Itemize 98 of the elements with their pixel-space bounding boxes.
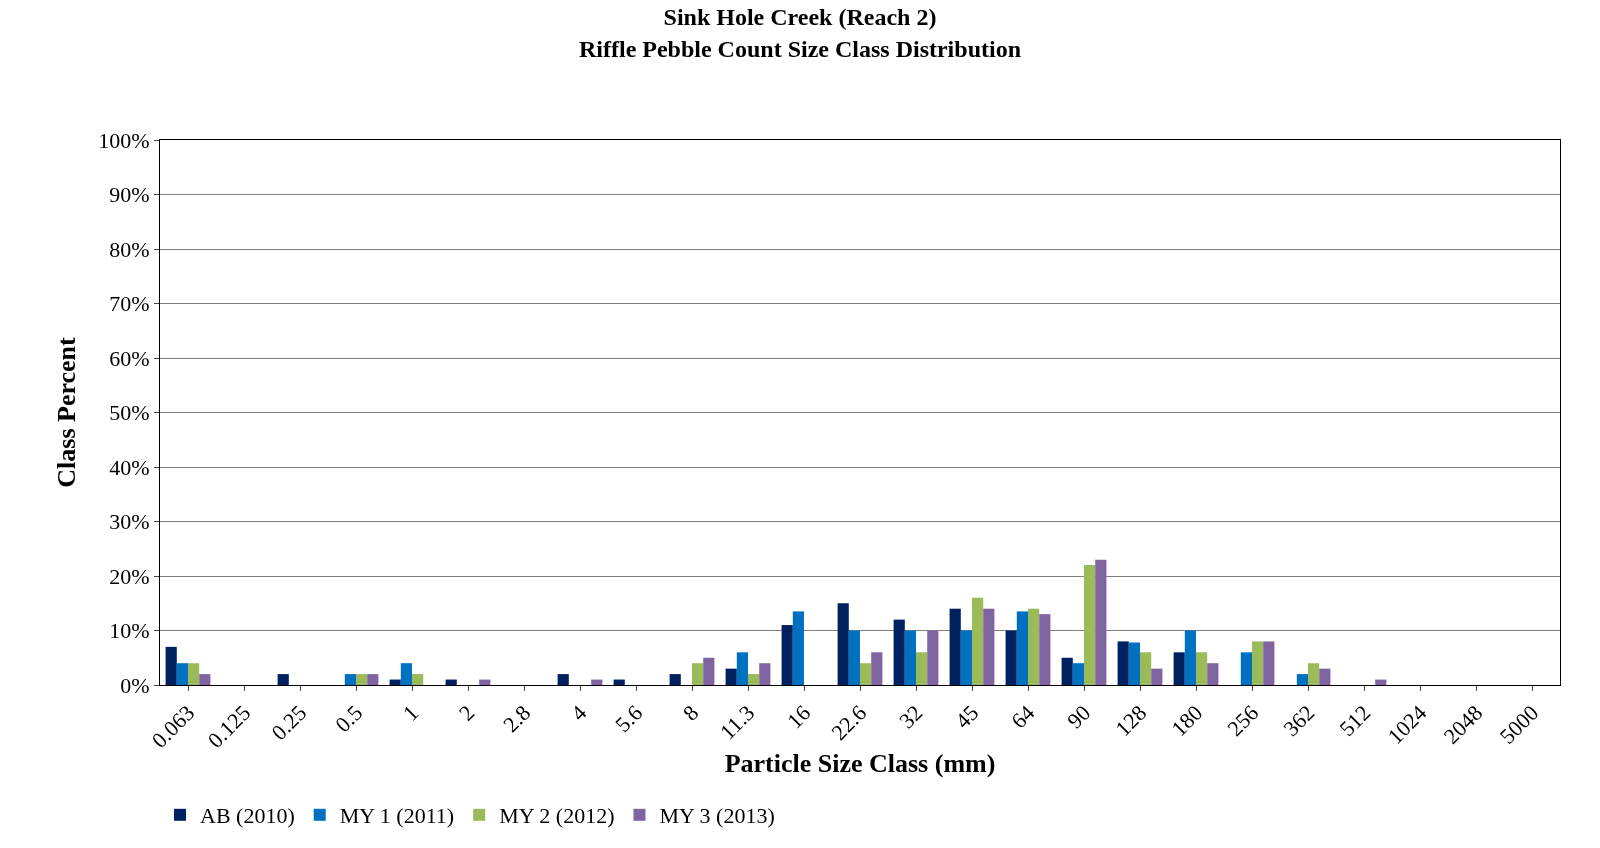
y-tick-label: 10% — [109, 618, 150, 644]
bar — [916, 652, 928, 685]
x-tick-label: 128 — [1110, 700, 1152, 742]
y-tick-label: 30% — [109, 509, 150, 535]
bar — [188, 663, 200, 685]
y-tick-label: 0% — [120, 672, 150, 698]
legend-label: MY 2 (2012) — [499, 803, 615, 829]
legend-label: AB (2010) — [200, 803, 295, 829]
y-tick-label: 90% — [109, 182, 150, 208]
bar — [781, 625, 793, 685]
bar — [344, 674, 356, 685]
x-tick-label: 256 — [1222, 700, 1264, 742]
bar — [792, 611, 804, 685]
bar — [1296, 674, 1308, 685]
bar — [1263, 641, 1275, 685]
bar — [736, 652, 748, 685]
bar — [1252, 641, 1264, 685]
x-tick-label: 2 — [453, 700, 480, 726]
bar — [1375, 679, 1387, 685]
x-axis-title: Particle Size Class (mm) — [724, 749, 996, 779]
bar — [1151, 668, 1163, 685]
bar — [960, 630, 972, 685]
bar — [199, 674, 211, 685]
x-tick-label: 512 — [1334, 700, 1376, 742]
bar — [669, 674, 681, 685]
bar — [1308, 663, 1320, 685]
bar — [871, 652, 883, 685]
x-tick-label: 180 — [1166, 700, 1208, 742]
bar — [860, 663, 872, 685]
bar — [893, 619, 905, 685]
bar — [692, 663, 704, 685]
x-tick-label: 0.25 — [266, 700, 312, 745]
bar — [165, 646, 177, 685]
legend-label: MY 1 (2011) — [339, 803, 455, 829]
x-tick-label: 0.5 — [330, 700, 368, 738]
x-tick-label: 4 — [565, 700, 592, 726]
bar — [412, 674, 424, 685]
bar — [1117, 641, 1129, 685]
x-tick-label: 32 — [894, 700, 928, 734]
bar — [445, 679, 457, 685]
x-tick-label: 64 — [1006, 700, 1040, 734]
bar — [591, 679, 603, 685]
x-tick-label: 11.3 — [714, 700, 760, 745]
bar — [1128, 642, 1140, 685]
x-tick-label: 90 — [1062, 700, 1096, 734]
x-tick-label: 362 — [1278, 700, 1320, 742]
bar — [725, 668, 737, 685]
bar — [1039, 614, 1051, 685]
x-tick-label: 16 — [782, 700, 816, 734]
bar — [1005, 630, 1017, 685]
bar — [557, 674, 569, 685]
bar — [748, 674, 760, 685]
bar — [1319, 668, 1331, 685]
x-tick-label: 22.6 — [826, 700, 872, 745]
x-tick-label: 5.6 — [610, 700, 648, 738]
bar — [389, 679, 401, 685]
bar — [1196, 652, 1208, 685]
bar — [927, 630, 939, 685]
bar — [972, 597, 984, 685]
x-tick-label: 2.8 — [498, 700, 536, 738]
bar — [1016, 611, 1028, 685]
y-axis-title: Class Percent — [51, 336, 81, 488]
bar — [1140, 652, 1152, 685]
y-tick-label: 70% — [109, 291, 150, 317]
y-tick-label: 40% — [109, 454, 150, 480]
bar — [400, 663, 412, 685]
bar — [1095, 559, 1107, 685]
legend-label: MY 3 (2013) — [659, 803, 775, 829]
bar — [759, 663, 771, 685]
y-tick-label: 100% — [98, 127, 150, 153]
bar — [1184, 630, 1196, 685]
y-tick-label: 50% — [109, 400, 150, 426]
bar — [1061, 657, 1073, 685]
x-tick-label: 1 — [397, 700, 424, 726]
bar — [613, 679, 625, 685]
bar — [837, 603, 849, 685]
bar — [367, 674, 379, 685]
bar — [904, 630, 916, 685]
chart-title: Sink Hole Creek (Reach 2) Riffle Pebble Count Size Class Distribution — [578, 4, 1022, 62]
bar — [848, 630, 860, 685]
bar — [949, 608, 961, 685]
bar — [1072, 663, 1084, 685]
bar — [277, 674, 289, 685]
x-tick-label: 8 — [677, 700, 704, 726]
bar — [1207, 663, 1219, 685]
bar — [1028, 608, 1040, 685]
bar — [479, 679, 491, 685]
bar — [176, 663, 188, 685]
x-tick-label: 45 — [950, 700, 984, 734]
bar — [1173, 652, 1185, 685]
bar — [703, 657, 715, 685]
y-tick-label: 20% — [109, 563, 150, 589]
bar — [983, 608, 995, 685]
bar — [1240, 652, 1252, 685]
bar — [1084, 565, 1096, 685]
y-tick-label: 60% — [109, 345, 150, 371]
y-tick-label: 80% — [109, 236, 150, 262]
bar — [356, 674, 368, 685]
